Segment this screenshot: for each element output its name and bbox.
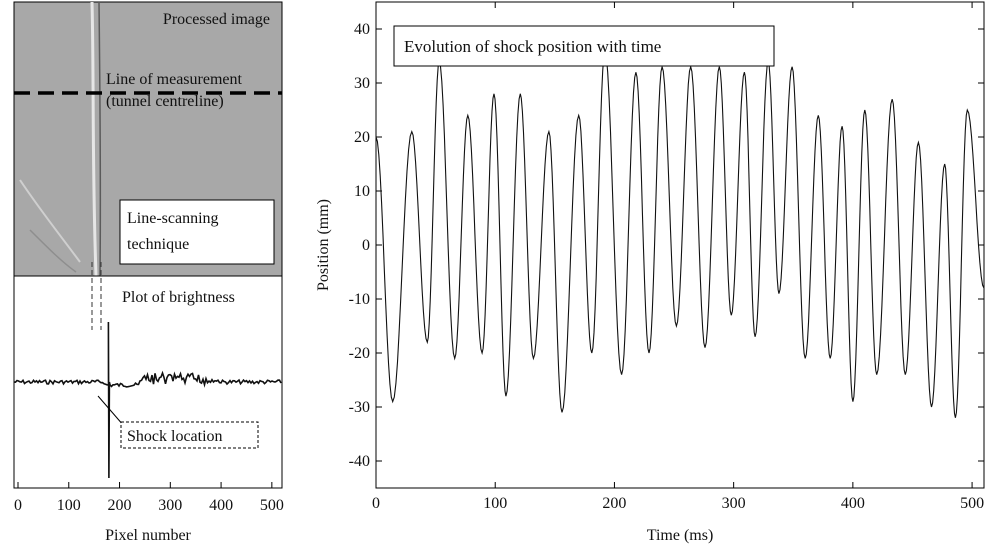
brightness-plot-panel: Plot of brightness Shock location 0 100 20… xyxy=(13,262,284,544)
shock-position-chart: -40 -30 -20 -10 0 10 20 30 40 0 100 200 300 400 500 E… xyxy=(315,1,985,544)
y-tick-label: 40 xyxy=(354,21,370,38)
y-tick-label: 10 xyxy=(354,183,370,200)
processed-image-title: Processed image xyxy=(163,11,270,28)
brightness-x-tick-label: 0 xyxy=(14,497,22,514)
y-tick-label: 20 xyxy=(354,129,370,146)
shock-label-box xyxy=(120,421,259,449)
brightness-x-axis: 0 100 200 300 400 500 xyxy=(14,482,284,514)
y-tick-label: -20 xyxy=(349,345,370,362)
brightness-x-tick-label: 500 xyxy=(260,497,284,514)
x-tick-label: 400 xyxy=(841,495,865,512)
time-x-axis: 0 100 200 300 400 500 xyxy=(372,2,984,512)
y-tick-label: 0 xyxy=(362,237,370,254)
x-tick-label: 200 xyxy=(602,495,626,512)
legend-label: Evolution of shock position with time xyxy=(404,37,661,56)
y-tick-label: -10 xyxy=(349,291,370,308)
brightness-x-tick-label: 300 xyxy=(158,497,182,514)
x-tick-label: 500 xyxy=(960,495,984,512)
boundary-streak-dark xyxy=(29,229,77,273)
shock-annotation-arrow xyxy=(97,395,125,427)
y-axis-label: Position (mm) xyxy=(315,199,332,291)
plot-area-frame xyxy=(375,1,985,489)
brightness-x-tick-label: 200 xyxy=(108,497,132,514)
measurement-sublabel: (tunnel centreline) xyxy=(106,93,224,110)
y-tick-label: 30 xyxy=(354,75,370,92)
x-tick-label: 300 xyxy=(722,495,746,512)
brightness-x-tick-label: 100 xyxy=(57,497,81,514)
x-tick-label: 0 xyxy=(372,495,380,512)
measurement-label: Line of measurement xyxy=(106,71,243,88)
brightness-x-tick-label: 400 xyxy=(209,497,233,514)
processed-image-panel: Processed image Line of measurement (tun… xyxy=(13,1,283,277)
y-tick-label: -30 xyxy=(349,399,370,416)
technique-label-box xyxy=(119,199,275,265)
brightness-trace xyxy=(13,321,282,479)
series-line-shock-position xyxy=(375,50,985,418)
x-tick-label: 100 xyxy=(483,495,507,512)
brightness-plot-title: Plot of brightness xyxy=(122,289,235,306)
x-axis-label: Time (ms) xyxy=(647,527,714,544)
shock-label: Shock location xyxy=(127,428,223,445)
shock-streak-right xyxy=(98,1,102,277)
y-tick-label: -40 xyxy=(349,453,370,470)
position-y-axis: -40 -30 -20 -10 0 10 20 30 40 xyxy=(349,21,984,470)
shock-streak-left xyxy=(90,1,98,277)
technique-label: Line-scanning xyxy=(127,210,219,227)
technique-sublabel: technique xyxy=(127,236,189,253)
boundary-streak xyxy=(19,179,81,263)
brightness-x-label: Pixel number xyxy=(105,527,191,544)
legend-box xyxy=(393,25,775,67)
